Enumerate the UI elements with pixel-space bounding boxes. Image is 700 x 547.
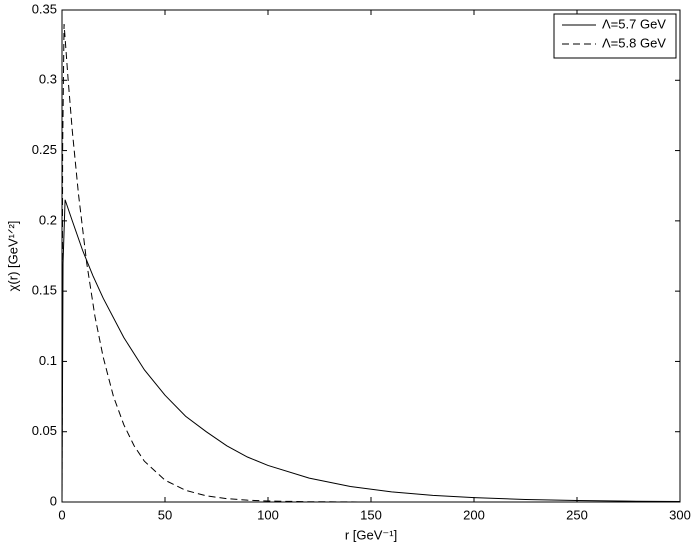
y-tick-label: 0.3 [39,72,57,87]
y-tick-label: 0.1 [39,353,57,368]
x-tick-label: 300 [669,507,691,522]
y-tick-label: 0.25 [32,142,57,157]
x-tick-label: 0 [58,507,65,522]
x-tick-label: 200 [463,507,485,522]
legend-label: Λ=5.8 GeV [602,35,666,50]
y-tick-label: 0.35 [32,1,57,16]
y-tick-label: 0.2 [39,212,57,227]
x-tick-label: 50 [158,507,172,522]
y-axis-label: χ(r) [GeV¹ᐟ²] [5,221,20,292]
y-tick-label: 0.15 [32,283,57,298]
x-tick-label: 250 [566,507,588,522]
data-line [61,24,680,503]
legend-label: Λ=5.7 GeV [602,16,666,31]
x-tick-label: 150 [360,507,382,522]
plot-frame [61,9,681,503]
data-line [61,199,681,503]
x-axis-label: r [GeV⁻¹] [345,527,397,542]
legend-box [553,13,677,59]
y-tick-label: 0 [50,493,57,508]
x-tick-label: 100 [257,507,279,522]
y-tick-label: 0.05 [32,423,57,438]
